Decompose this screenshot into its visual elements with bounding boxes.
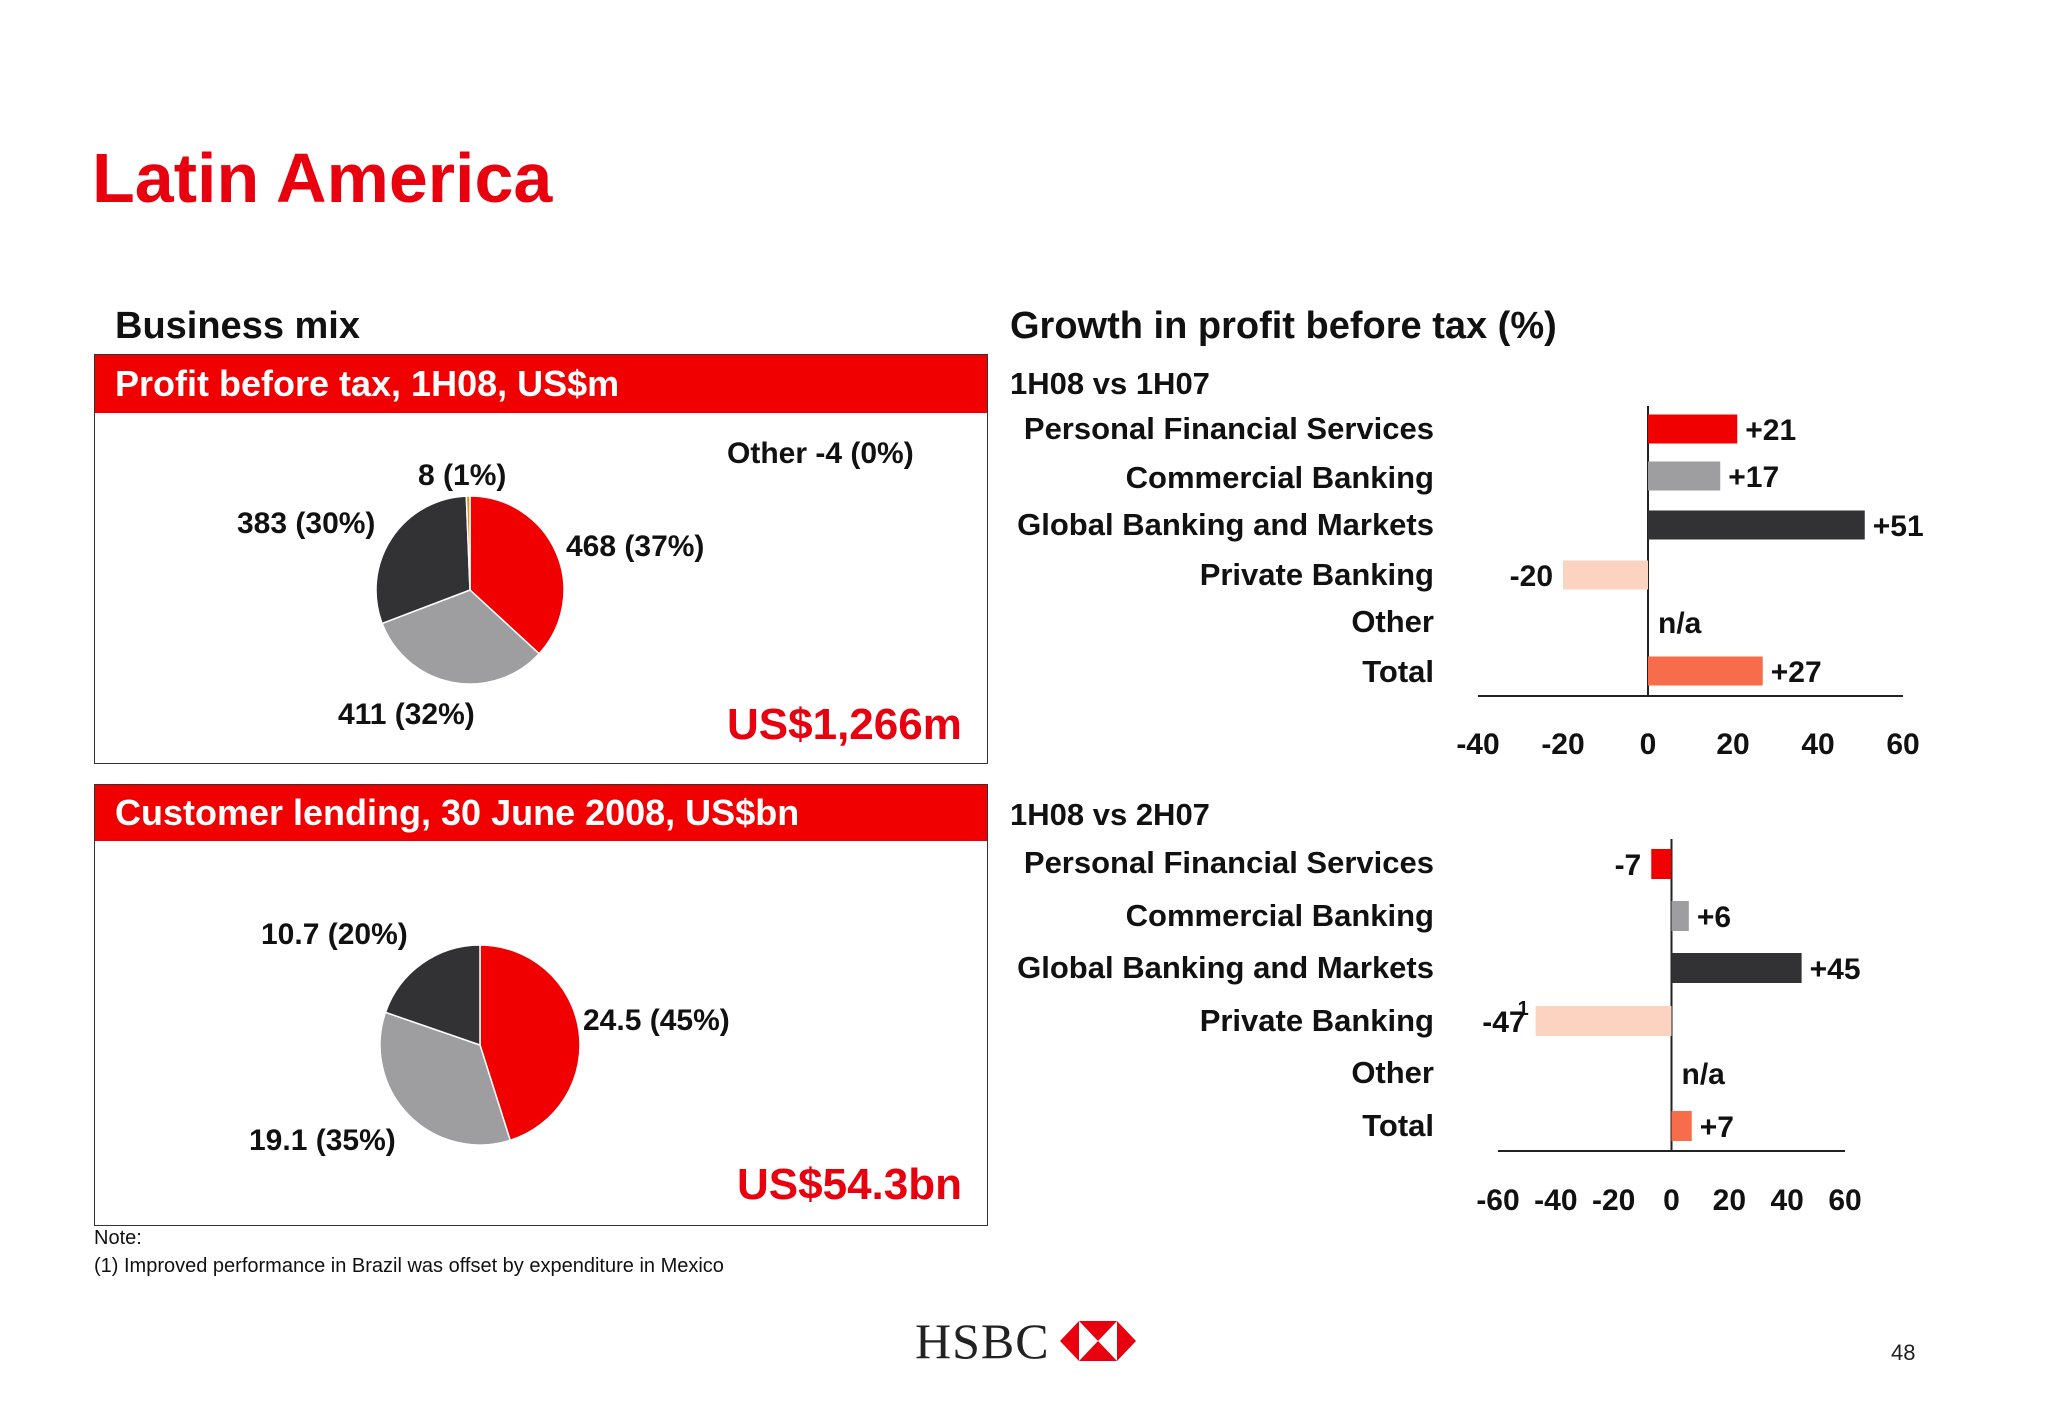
chart2-cat-pfs: Personal Financial Services	[1023, 845, 1434, 880]
x-tick-label: -40	[1456, 728, 1499, 761]
bar-label-2: +51	[1873, 510, 1924, 543]
pie2-slice-2	[384, 944, 481, 1047]
pie1-label-cmb: 411 (32%)	[338, 698, 475, 731]
x-tick-label: 20	[1713, 1184, 1746, 1217]
hsbc-hexagon-icon	[1059, 1321, 1136, 1361]
note-line-1: (1) Improved performance in Brazil was o…	[94, 1255, 724, 1277]
profit-panel-header: Profit before tax, 1H08, US$m	[95, 355, 987, 413]
profit-total: US$1,266m	[727, 700, 962, 749]
pie2-slice-0	[479, 944, 581, 1142]
bar-label-2: +45	[1810, 953, 1861, 986]
chart2-label: 1H08 vs 2H07	[1010, 797, 1210, 832]
growth-chart-2h07: -7 +6 +45 -471 n/a +7 -60 -40 -20 0 20 40 60	[1476, 839, 1862, 1217]
pie1-other-label: Other -4 (0%)	[727, 437, 914, 470]
x-tick-label: 20	[1716, 728, 1749, 761]
x-tick-label: 0	[1640, 728, 1657, 761]
page-title: Latin America	[92, 139, 553, 217]
bar-label-1: +17	[1728, 461, 1779, 494]
chart2-cat-gbm: Global Banking and Markets	[1017, 950, 1434, 985]
bar-5	[1671, 1111, 1692, 1141]
hsbc-wordmark: HSBC	[915, 1313, 1050, 1369]
bar-label-4: n/a	[1658, 607, 1702, 640]
bar-label-0: +21	[1745, 414, 1796, 447]
x-tick-label: 40	[1801, 728, 1834, 761]
x-tick-label: -20	[1592, 1184, 1635, 1217]
bar-label-3: -20	[1510, 560, 1553, 593]
bar-2	[1648, 510, 1865, 540]
chart2-cat-cmb: Commercial Banking	[1125, 898, 1434, 933]
chart1-cat-total: Total	[1362, 654, 1434, 689]
hsbc-logo: HSBC	[915, 1312, 1136, 1370]
bar-0	[1648, 414, 1738, 444]
pie1-label-pfs: 468 (37%)	[566, 530, 705, 563]
pie2-label-pfs: 24.5 (45%)	[583, 1004, 730, 1037]
chart2-cat-pb: Private Banking	[1199, 1003, 1434, 1038]
bar-0	[1651, 849, 1672, 879]
x-tick-label: 60	[1828, 1184, 1861, 1217]
bar-footnote-3: 1	[1518, 998, 1529, 1020]
bar-3	[1535, 1006, 1672, 1036]
profit-pie-chart	[375, 495, 565, 685]
pie1-slice-1	[381, 589, 541, 685]
business-mix-heading: Business mix	[115, 305, 360, 347]
pie2-slice-1	[379, 1011, 512, 1146]
bar-label-0: -7	[1615, 849, 1642, 882]
pie1-slice-2	[375, 495, 471, 625]
bar-1	[1671, 901, 1689, 931]
pie1-label-pb: 8 (1%)	[418, 459, 507, 492]
chart1-label: 1H08 vs 1H07	[1010, 366, 1210, 401]
pie1-slice-3	[465, 495, 471, 591]
chart1-cat-gbm: Global Banking and Markets	[1017, 507, 1434, 542]
page-number: 48	[1891, 1340, 1916, 1365]
pie1-slice-0	[469, 495, 565, 655]
pie2-label-cmb: 19.1 (35%)	[249, 1124, 396, 1157]
note-title: Note:	[94, 1227, 142, 1249]
profit-panel: Profit before tax, 1H08, US$m	[94, 354, 988, 764]
chart1-cat-pb: Private Banking	[1199, 557, 1434, 592]
bar-label-4: n/a	[1682, 1058, 1726, 1091]
lending-panel-header: Customer lending, 30 June 2008, US$bn	[95, 785, 987, 841]
growth-chart-1h07: +21 +17 +51 -20 n/a +27 -40 -20 0 20 40 60	[1456, 406, 1924, 761]
pie1-label-gbm: 383 (30%)	[237, 507, 376, 540]
pie2-label-gbm: 10.7 (20%)	[261, 918, 408, 951]
bar-label-1: +6	[1697, 901, 1731, 934]
chart2-cat-total: Total	[1362, 1108, 1434, 1143]
bar-label-5: +27	[1771, 656, 1822, 689]
x-tick-label: 0	[1663, 1184, 1680, 1217]
x-tick-label: 40	[1770, 1184, 1803, 1217]
x-tick-label: -40	[1534, 1184, 1577, 1217]
x-tick-label: 60	[1886, 728, 1919, 761]
chart1-cat-pfs: Personal Financial Services	[1023, 411, 1434, 446]
x-tick-label: -60	[1476, 1184, 1519, 1217]
bar-2	[1671, 953, 1802, 983]
chart1-cat-cmb: Commercial Banking	[1125, 460, 1434, 495]
chart2-cat-other: Other	[1351, 1055, 1434, 1090]
bar-label-5: +7	[1700, 1111, 1734, 1144]
bar-label-3: -47	[1482, 1006, 1525, 1039]
growth-heading: Growth in profit before tax (%)	[1010, 305, 1557, 347]
lending-total: US$54.3bn	[737, 1160, 962, 1209]
bar-5	[1648, 656, 1763, 686]
bar-3	[1563, 560, 1648, 590]
chart1-cat-other: Other	[1351, 604, 1434, 639]
x-tick-label: -20	[1541, 728, 1584, 761]
lending-pie-chart	[379, 944, 581, 1146]
bar-1	[1648, 461, 1721, 491]
